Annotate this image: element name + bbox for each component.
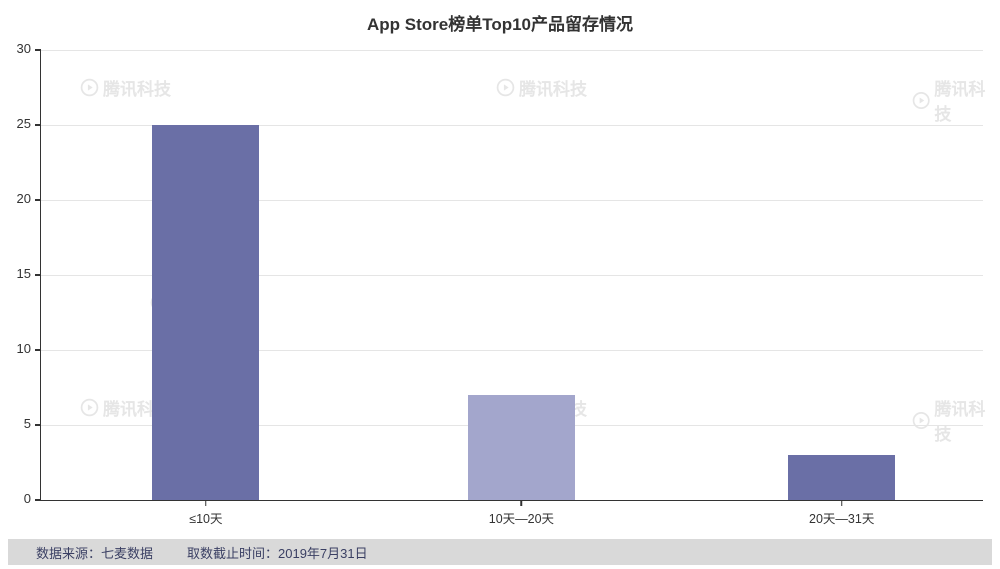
y-tick-label: 20 [17,191,31,206]
footer-bar: 数据来源：七麦数据 取数截止时间：2019年7月31日 [8,539,992,565]
y-tick-label: 25 [17,116,31,131]
bar [152,125,259,500]
bar [788,455,895,500]
x-tick-label: 10天—20天 [489,508,554,527]
y-tick-label: 10 [17,341,31,356]
gridline [41,50,983,51]
y-tick-label: 30 [17,41,31,56]
y-tick-label: 0 [24,491,31,506]
y-tick-label: 15 [17,266,31,281]
footer-source: 数据来源：七麦数据 [36,543,153,562]
footer-cutoff: 取数截止时间：2019年7月31日 [187,543,368,562]
x-tick [205,500,207,506]
bar [468,395,575,500]
x-tick [841,500,843,506]
y-tick-label: 5 [24,416,31,431]
x-tick-label: ≤10天 [189,508,222,527]
plot-area: 051015202530≤10天10天—20天20天—31天 [40,50,983,501]
x-tick-label: 20天—31天 [809,508,874,527]
chart-container: App Store榜单Top10产品留存情况 腾讯科技腾讯科技腾讯科技腾讯科技腾… [0,0,1000,569]
x-tick [521,500,523,506]
chart-title: App Store榜单Top10产品留存情况 [0,10,1000,35]
